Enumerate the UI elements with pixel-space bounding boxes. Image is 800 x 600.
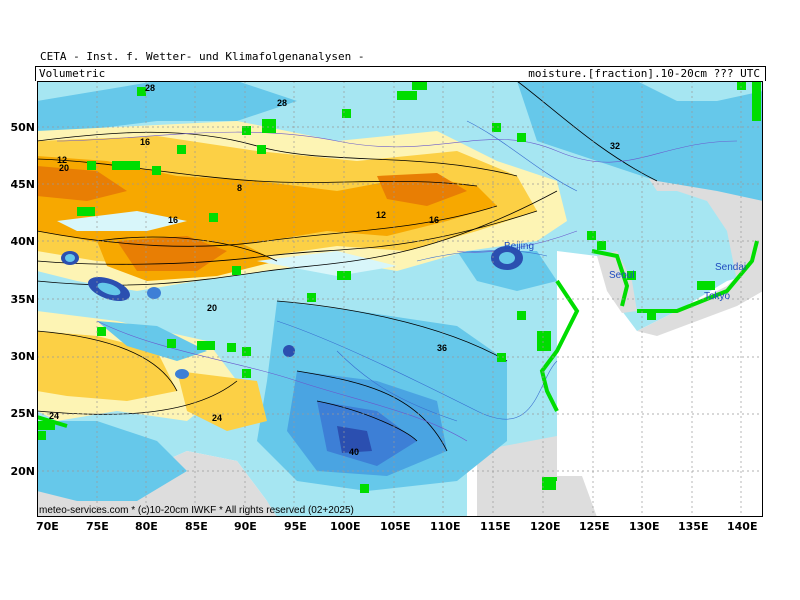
lat-label: 35N: [10, 293, 35, 306]
gray-land: [597, 251, 637, 313]
lon-label: 80E: [135, 520, 158, 533]
lat-label: 50N: [10, 121, 35, 134]
very-dry-region: [37, 166, 127, 201]
lon-label: 95E: [284, 520, 307, 533]
contour-label: 12: [57, 155, 67, 165]
contour-label: 24: [212, 413, 222, 423]
lon-label: 120E: [530, 520, 561, 533]
lon-label: 90E: [234, 520, 257, 533]
contour-label: 16: [168, 215, 178, 225]
contour-label: 36: [437, 343, 447, 353]
lon-label: 110E: [430, 520, 461, 533]
map-title: CETA - Inst. f. Wetter- und Klimafolgena…: [40, 50, 365, 63]
city-label-seoul: Seoul: [609, 270, 635, 281]
contour-label: 28: [145, 83, 155, 93]
lat-label: 25N: [10, 407, 35, 420]
lon-label: 75E: [86, 520, 109, 533]
lon-label: 70E: [36, 520, 59, 533]
lat-label: 45N: [10, 178, 35, 191]
contour-label: 32: [610, 141, 620, 151]
contour-label: 8: [237, 183, 242, 193]
moist-blobs: [61, 246, 523, 379]
contour-label: 20: [207, 303, 217, 313]
gridlines: [37, 81, 763, 517]
moist-region: [457, 251, 557, 291]
moist-streak: [97, 321, 207, 361]
coast-mask: [37, 240, 759, 481]
city-label-tokyo: Tokyo: [704, 291, 731, 302]
contour-label: 16: [140, 137, 150, 147]
moist-streak: [257, 251, 397, 276]
variable-label: Volumetric: [39, 67, 106, 80]
contour-label: 40: [349, 447, 359, 457]
map-canvas: 28 16 20 24 28 32 12 8 16 12 16 20 24 36…: [37, 81, 763, 517]
lon-label: 105E: [380, 520, 411, 533]
city-labels: Beijing Seoul Sendai Tokyo: [504, 241, 746, 302]
contour-label: 12: [376, 210, 386, 220]
lat-label: 30N: [10, 350, 35, 363]
ocean-area: [557, 251, 763, 517]
contour-label: 24: [49, 411, 59, 421]
moist-streak: [57, 211, 187, 231]
lon-label: 135E: [678, 520, 709, 533]
lon-label: 115E: [480, 520, 511, 533]
moisture-map: 28 16 20 24 28 32 12 8 16 12 16 20 24 36…: [37, 81, 763, 517]
lon-label: 130E: [629, 520, 660, 533]
lon-label: 85E: [185, 520, 208, 533]
contour-label: 28: [277, 98, 287, 108]
copyright-text: meteo-services.com * (c)10-20cm IWKF * A…: [39, 505, 354, 516]
moist-region: [37, 81, 297, 131]
contour-label: 20: [59, 163, 69, 173]
lon-label: 125E: [579, 520, 610, 533]
contour-value-labels: 28 16 20 24 28 32 12 8 16 12 16 20 24 36…: [49, 83, 620, 457]
city-label-beijing: Beijing: [504, 241, 534, 252]
moist-region: [37, 421, 187, 501]
dry-region: [177, 371, 267, 431]
contour-label: 16: [429, 215, 439, 225]
moist-region: [337, 426, 372, 453]
mask-squares: [37, 81, 761, 493]
lon-label: 100E: [330, 520, 361, 533]
title-box: [35, 66, 766, 81]
lat-label: 40N: [10, 235, 35, 248]
city-label-sendai: Sendai: [715, 262, 746, 273]
gray-land: [637, 261, 763, 336]
moist-region: [517, 81, 763, 201]
lon-label: 140E: [727, 520, 758, 533]
lat-label: 20N: [10, 465, 35, 478]
units-label: moisture.[fraction].10-20cm ??? UTC: [528, 67, 760, 80]
